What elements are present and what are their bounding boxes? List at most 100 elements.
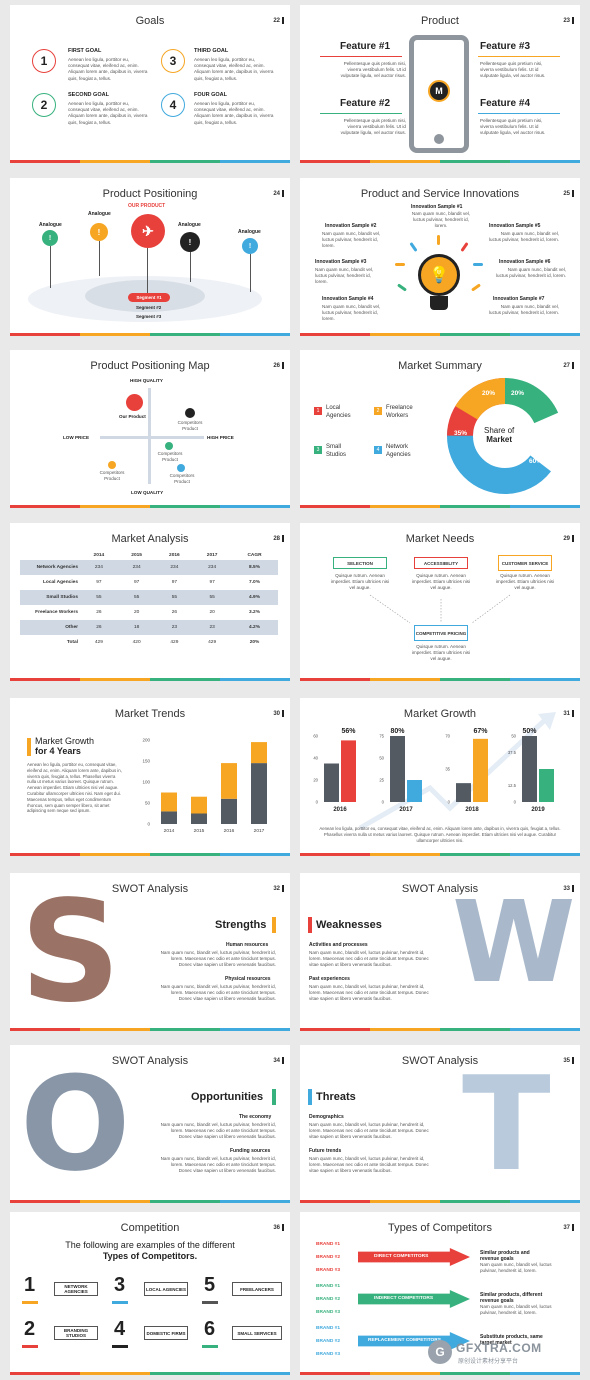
competitor-dot-green	[165, 442, 173, 450]
competitor-label-3: Competitors Product	[99, 470, 125, 482]
y-tick-label: 100	[142, 780, 150, 785]
phone-home-button	[434, 134, 444, 144]
color-strip	[300, 333, 580, 336]
y-tick-label: 35	[445, 767, 450, 772]
segment-3-label: Segment #3	[136, 314, 162, 319]
competitor-label-2: Competitors Product	[157, 451, 183, 463]
watermark: G GFXTRA.COM 原创设计素材分享平台	[428, 1340, 576, 1368]
opportunities-text-2: Nam quam nunc, blandit vel, luctus pulvi…	[160, 1156, 276, 1174]
competitor-number-6: 6	[204, 1318, 216, 1340]
swot-letter-o-image: O	[20, 1048, 131, 1200]
slide-market-trends: Market Trends 30 Market Growth for 4 Year…	[10, 698, 290, 856]
donut-slice-green	[447, 378, 563, 494]
replacement-brand-2: BRAND #2	[316, 1339, 340, 1344]
growth-bar	[324, 763, 339, 802]
competitor-dot-blue	[177, 464, 185, 472]
slide-swot-threats: SWOT Analysis 35 T Threats Demographics …	[300, 1045, 580, 1203]
color-strip	[10, 1028, 290, 1031]
slide-title: Market Trends	[114, 708, 186, 720]
weaknesses-sub-1: Activities and processes	[309, 942, 368, 948]
legend-1-swatch: 1	[314, 407, 322, 415]
need-accessibility-box: ACCESSIBILITY	[414, 557, 468, 569]
color-strip	[10, 160, 290, 163]
innovation-7-title: Innovation Sample #7	[493, 296, 545, 302]
innovation-3-text: Nam quam nunc, blandit vel, luctus pulvi…	[315, 267, 374, 285]
feature-2-text: Pellentesque quis pretium nisi, viverra …	[340, 118, 406, 136]
direct-brand-3: BRAND #3	[316, 1268, 340, 1273]
slide-title: Product Positioning	[102, 188, 198, 200]
indirect-brand-3: BRAND #3	[316, 1310, 340, 1315]
innovation-7-text: Nam quam nunc, blandit vel, luctus pulvi…	[489, 304, 559, 316]
threats-sub-2: Future trends	[309, 1148, 342, 1154]
need-customer-service-box: CUSTOMER SERVICE	[498, 555, 552, 571]
slide-market-needs: Market Needs 29 SELECTION Quisque rutrum…	[300, 523, 580, 681]
goal-4-circle: 4	[161, 93, 185, 117]
slide-number: 26	[273, 362, 284, 369]
need-accessibility-text: Quisque rutrum. Aenean imperdiet. Etiam …	[411, 573, 471, 591]
opportunities-sub-2: Funding sources	[230, 1148, 271, 1154]
watermark-logo-icon: G	[428, 1340, 452, 1364]
opportunities-text-1: Nam quam nunc, blandit vel, luctus pulvi…	[160, 1122, 276, 1140]
legend-2-label: Freelance Workers	[386, 405, 413, 420]
need-pricing-box: COMPETITIVE PRICING	[414, 625, 468, 641]
analogue-label-1: Analogue	[39, 222, 62, 228]
y-tick-label: 0	[448, 800, 451, 805]
need-selection-box: SELECTION	[333, 557, 387, 569]
need-selection-text: Quisque rutrum. Aenean imperdiet. Etiam …	[330, 573, 390, 591]
replacement-brand-1: BRAND #1	[316, 1326, 340, 1331]
slide-number: 30	[273, 710, 284, 717]
slide-number: 24	[273, 190, 284, 197]
opportunities-heading: Opportunities	[191, 1091, 264, 1103]
analogue-3-icon: !	[180, 232, 200, 252]
slide-swot-strengths: SWOT Analysis 32 S Strengths Human resou…	[10, 873, 290, 1031]
bulb-base	[430, 296, 448, 310]
our-product-label: Our Product	[119, 414, 146, 419]
color-strip	[300, 678, 580, 681]
slide-market-analysis: Market Analysis 28 2014 2015 2016 2017 CAGR …	[10, 523, 290, 681]
feature-1-text: Pellentesque quis pretium nisi, viverra …	[340, 61, 406, 79]
color-strip	[10, 333, 290, 336]
growth-data-label: 50%	[522, 728, 537, 735]
growth-bar	[456, 783, 471, 802]
slide-title: Product	[421, 15, 459, 27]
threats-text-1: Nam quam nunc, blandit vel, luctus pulvi…	[309, 1122, 429, 1140]
weaknesses-text-2: Nam quam nunc, blandit vel, luctus pulvi…	[309, 984, 429, 1002]
y-tick-label: 70	[445, 734, 450, 739]
market-analysis-table: 2014 2015 2016 2017 CAGR Network Agencies 234…	[20, 551, 278, 650]
indirect-text: Nam quam nunc, blandit vel, luctus pulvi…	[480, 1304, 552, 1316]
slide-product: Product 23 M Feature #1 Pellentesque qui…	[300, 5, 580, 163]
trend-bar	[191, 813, 207, 824]
swot-letter-t-image: T	[462, 1048, 551, 1200]
competitor-label-1: Competitors Product	[177, 420, 203, 432]
indirect-desc: Similar products, different revenue goals	[480, 1292, 543, 1304]
competitor-type-3: LOCAL AGENCIES	[144, 1282, 188, 1296]
direct-competitors-arrow: DIRECT COMPETITORS	[358, 1248, 470, 1266]
needs-connector-lines	[369, 594, 511, 624]
competitor-type-4: DOMESTIC FIRMS	[144, 1326, 188, 1340]
horizontal-axis	[100, 436, 204, 439]
weaknesses-sub-2: Past experiences	[309, 976, 350, 982]
x-tick-label: 2017	[399, 807, 413, 813]
high-price-label: HIGH PRICE	[207, 435, 234, 440]
legend-4-swatch: 4	[374, 446, 382, 454]
lightbulb-icon: 💡	[418, 254, 460, 296]
innovation-4-text: Nam quam nunc, blandit vel, luctus pulvi…	[322, 304, 381, 322]
competitor-dot-dark	[185, 408, 195, 418]
feature-4-text: Pellentesque quis pretium nisi, viverra …	[480, 118, 546, 136]
y-tick-label: 60	[313, 734, 318, 739]
slide-swot-opportunities: SWOT Analysis 34 O Opportunities The eco…	[10, 1045, 290, 1203]
goal-1-circle: 1	[32, 49, 56, 73]
growth-data-label: 56%	[341, 728, 356, 735]
x-tick-label: 2016	[333, 807, 347, 813]
competitor-number-2: 2	[24, 1318, 36, 1340]
color-strip	[10, 1372, 290, 1375]
slide-title: Market Growth	[403, 708, 477, 720]
swot-letter-s-image: S	[20, 873, 121, 1031]
y-tick-label: 50	[511, 734, 516, 739]
direct-brand-1: BRAND #1	[316, 1242, 340, 1247]
analogue-label-4: Analogue	[238, 229, 261, 235]
table-row: Local Agencies 97 97 97 97 7.0%	[42, 580, 260, 585]
slide-number: 34	[273, 1057, 284, 1064]
growth-arrow-decoration	[358, 712, 556, 831]
slide-number: 36	[273, 1224, 284, 1231]
